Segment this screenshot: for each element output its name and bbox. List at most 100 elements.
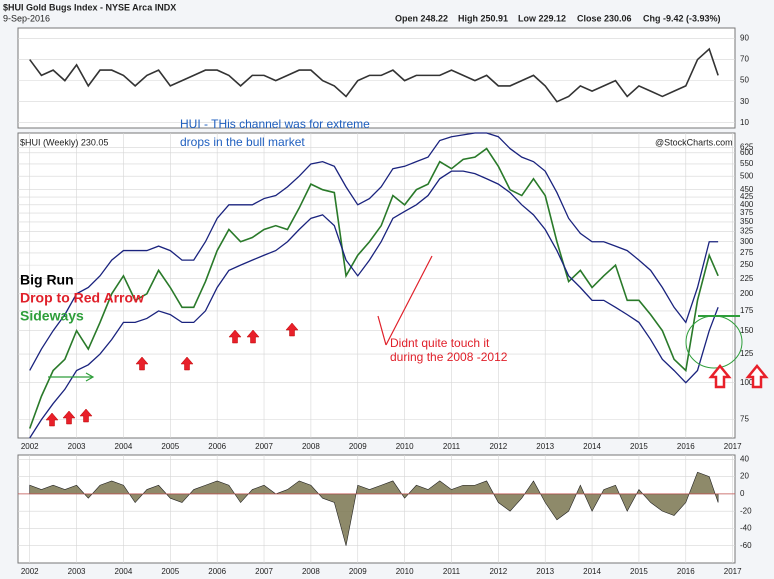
x-tick-label: 2012	[489, 567, 507, 576]
y-tick-label: 225	[740, 274, 754, 283]
red-arrow	[45, 412, 59, 427]
x-tick-label: 2002	[21, 567, 39, 576]
pointer-line	[385, 255, 433, 346]
line	[29, 47, 719, 103]
y-tick-label: 550	[740, 159, 754, 168]
line	[29, 132, 719, 371]
x-tick-label: 2011	[443, 442, 461, 451]
x-tick-label: 2009	[349, 567, 367, 576]
line	[28, 147, 719, 429]
x-tick-label: 2015	[630, 567, 648, 576]
x-tick-label: 2008	[302, 442, 320, 451]
x-tick-label: 2003	[68, 567, 86, 576]
red-arrows	[45, 322, 769, 427]
date: 9-Sep-2016	[3, 13, 50, 23]
annotation: drops in the bull market	[180, 135, 305, 149]
red-arrow	[246, 329, 260, 344]
annotation: Sideways	[20, 308, 84, 324]
y-tick-label: 125	[740, 349, 754, 358]
x-tick-label: 2016	[677, 442, 695, 451]
x-tick-label: 2006	[208, 442, 226, 451]
y-tick-label: 200	[740, 289, 754, 298]
x-tick-label: 2013	[536, 567, 554, 576]
green-arrow	[85, 372, 95, 382]
panel-frame	[17, 27, 736, 129]
y-tick-label: 30	[740, 97, 749, 106]
x-tick-label: 2004	[115, 442, 133, 451]
panels: 1030507090751001251501752002252502753003…	[17, 27, 754, 576]
x-tick-label: 2011	[443, 567, 461, 576]
panel-frame	[17, 454, 736, 564]
panel: 75 100 125 150 175 200 225 250 275 30032535037540…	[17, 132, 754, 451]
y-tick-label: -60	[740, 541, 752, 550]
y-tick-label: 50	[740, 76, 749, 85]
title: $HUI Gold Bugs Index - NYSE Arca INDX	[3, 2, 176, 12]
y-tick-label: 250	[740, 260, 754, 269]
red-arrow	[180, 356, 194, 371]
high: High 250.91	[458, 13, 508, 23]
y-tick-label: 90	[740, 34, 749, 43]
annotation: Didnt quite touch it	[390, 336, 490, 350]
y-tick-label: 10	[740, 118, 749, 127]
y-tick-label: 40	[740, 454, 749, 463]
y-tick-label: 275	[740, 248, 754, 257]
x-tick-label: 2017	[724, 442, 742, 451]
x-tick-label: 2010	[396, 567, 414, 576]
x-tick-label: 2007	[255, 567, 273, 576]
panel: 10 30 50 70 90	[17, 27, 749, 129]
annotation: Drop to Red Arrow	[20, 290, 144, 306]
y-tick-label: 350	[740, 217, 754, 226]
x-tick-label: 2012	[489, 442, 507, 451]
annotation: HUI - THis channel was for extreme	[180, 117, 370, 131]
y-tick-label: 175	[740, 306, 754, 315]
y-tick-label: 0	[740, 489, 745, 498]
y-tick-label: -40	[740, 524, 752, 533]
watermark: @StockCharts.com	[655, 137, 733, 147]
y-tick-label: 600	[740, 148, 754, 157]
red-arrow	[745, 364, 769, 389]
close: Close 230.06	[577, 13, 632, 23]
x-tick-label: 2016	[677, 567, 695, 576]
green-ellipse	[685, 315, 743, 369]
y-tick-label: 150	[740, 326, 754, 335]
x-tick-label: 2006	[208, 567, 226, 576]
x-tick-label: 2013	[536, 442, 554, 451]
x-tick-label: 2017	[724, 567, 742, 576]
panel-label: $HUI (Weekly) 230.05	[20, 137, 108, 147]
y-tick-label: 75	[740, 415, 749, 424]
y-tick-label: 70	[740, 55, 749, 64]
x-tick-label: 2003	[68, 442, 86, 451]
y-tick-label: 625	[740, 143, 754, 152]
panel: -60 -40 -20 0 20 40 2002 2003 2004 2005 2006 2007 20…	[17, 454, 752, 576]
y-tick-label: -20	[740, 506, 752, 515]
y-tick-label: 325	[740, 227, 754, 236]
y-tick-label: 20	[740, 472, 749, 481]
x-tick-label: 2002	[21, 442, 39, 451]
overlay: $HUI (Weekly) 230.05 @StockCharts.com HU…	[20, 117, 769, 427]
red-arrow	[228, 329, 242, 344]
y-tick-label: 375	[740, 208, 754, 217]
pointer-line	[377, 315, 387, 346]
line	[29, 170, 719, 439]
x-tick-label: 2014	[583, 567, 601, 576]
x-tick-label: 2007	[255, 442, 273, 451]
x-tick-label: 2005	[161, 442, 179, 451]
x-tick-label: 2004	[115, 567, 133, 576]
red-arrow	[62, 410, 76, 425]
x-tick-label: 2005	[161, 567, 179, 576]
red-arrow	[708, 364, 732, 389]
y-tick-label: 425	[740, 192, 754, 201]
x-tick-label: 2014	[583, 442, 601, 451]
change: Chg -9.42 (-3.93%)	[643, 13, 721, 23]
y-tick-label: 500	[740, 171, 754, 180]
y-tick-label: 100	[740, 378, 754, 387]
x-tick-label: 2015	[630, 442, 648, 451]
x-tick-label: 2010	[396, 442, 414, 451]
x-tick-label: 2008	[302, 567, 320, 576]
annotation: Big Run	[20, 272, 74, 288]
annotation: during the 2008 -2012	[390, 350, 508, 364]
red-arrow	[135, 356, 149, 371]
low: Low 229.12	[518, 13, 566, 23]
y-tick-label: 400	[740, 200, 754, 209]
